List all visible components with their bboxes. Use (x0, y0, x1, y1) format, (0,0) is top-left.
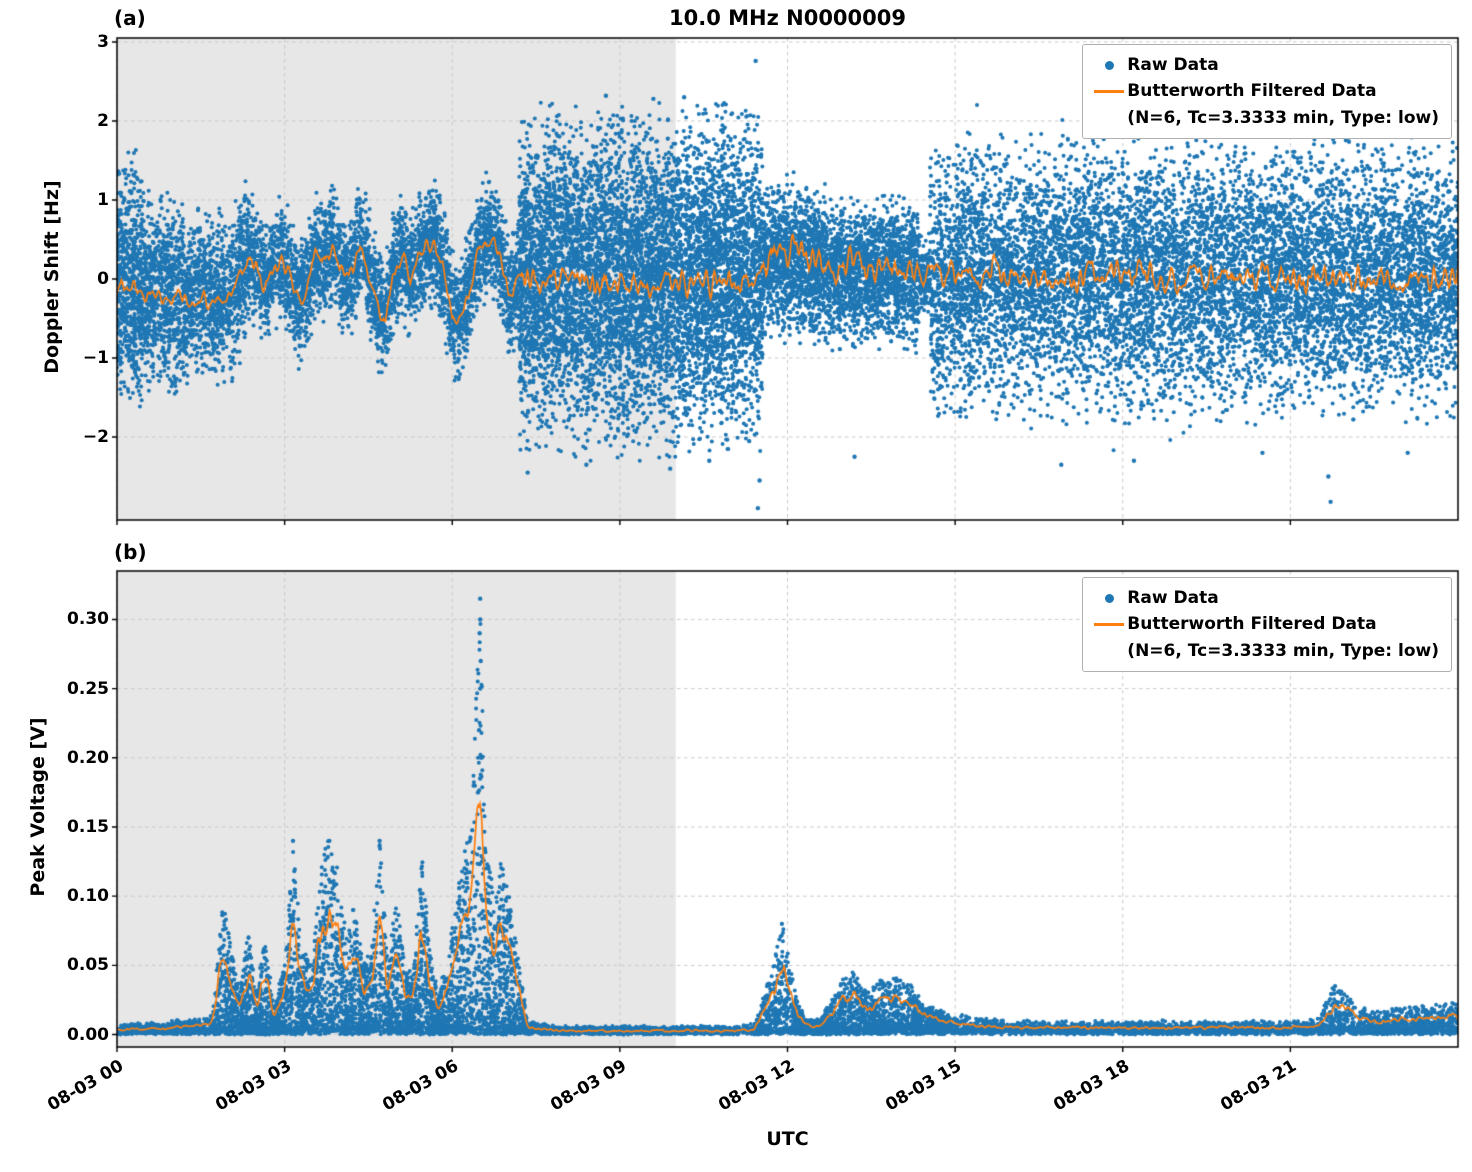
y-tick-label-voltage: 0.10 (67, 886, 109, 907)
y-tick-label-doppler: −1 (82, 348, 109, 369)
x-tick-label: 08-03 00 (44, 1056, 127, 1116)
panel-a-label: (a) (114, 6, 146, 30)
legend-item-filtered-params: (N=6, Tc=3.3333 min, Type: low) (1091, 638, 1439, 664)
y-axis-label-voltage: Peak Voltage [V] (27, 717, 49, 897)
y-tick-label-voltage: 0.20 (67, 747, 109, 768)
legend-b: Raw Data Butterworth Filtered Data (N=6,… (1082, 577, 1452, 673)
y-tick-label-voltage: 0.30 (67, 609, 109, 630)
panel-b-label: (b) (114, 540, 147, 564)
y-tick-label-voltage: 0.15 (67, 816, 109, 837)
y-tick-label-voltage: 0.05 (67, 955, 109, 976)
x-tick-label: 08-03 18 (1050, 1056, 1133, 1116)
y-tick-label-doppler: −2 (82, 427, 109, 448)
x-tick-label: 08-03 06 (379, 1056, 463, 1116)
legend-filtered-label: Butterworth Filtered Data (1127, 614, 1377, 635)
legend-filtered-params: (N=6, Tc=3.3333 min, Type: low) (1127, 640, 1439, 661)
filtered-line-icon (1091, 623, 1127, 627)
x-axis-label: UTC (766, 1128, 809, 1150)
legend-raw-label: Raw Data (1127, 55, 1219, 75)
filtered-line-icon (1091, 90, 1127, 94)
plot-title: 10.0 MHz N0000009 (669, 6, 906, 30)
x-tick-label: 08-03 09 (547, 1056, 630, 1116)
legend-raw-label: Raw Data (1127, 588, 1219, 608)
x-tick-label: 08-03 15 (882, 1056, 966, 1116)
raw-data-dot-icon (1091, 60, 1127, 70)
y-tick-label-doppler: 3 (97, 31, 109, 52)
y-tick-label-doppler: 2 (97, 110, 109, 131)
y-tick-label-voltage: 0.00 (67, 1024, 109, 1045)
y-tick-label-doppler: 0 (97, 269, 109, 289)
legend-item-raw: Raw Data (1091, 52, 1439, 78)
y-tick-label-voltage: 0.25 (67, 678, 109, 699)
x-tick-label: 08-03 03 (211, 1056, 295, 1116)
raw-data-dot-icon (1091, 593, 1127, 603)
x-tick-label: 08-03 12 (714, 1056, 798, 1116)
legend-item-raw: Raw Data (1091, 585, 1439, 611)
legend-item-filtered-params: (N=6, Tc=3.3333 min, Type: low) (1091, 105, 1439, 131)
legend-item-filtered: Butterworth Filtered Data (1091, 78, 1439, 104)
y-tick-label-doppler: 1 (97, 189, 109, 210)
legend-filtered-label: Butterworth Filtered Data (1127, 81, 1377, 102)
x-tick-label: 08-03 21 (1217, 1056, 1301, 1116)
legend-a: Raw Data Butterworth Filtered Data (N=6,… (1082, 44, 1452, 140)
legend-item-filtered: Butterworth Filtered Data (1091, 611, 1439, 637)
legend-filtered-params: (N=6, Tc=3.3333 min, Type: low) (1127, 107, 1439, 128)
